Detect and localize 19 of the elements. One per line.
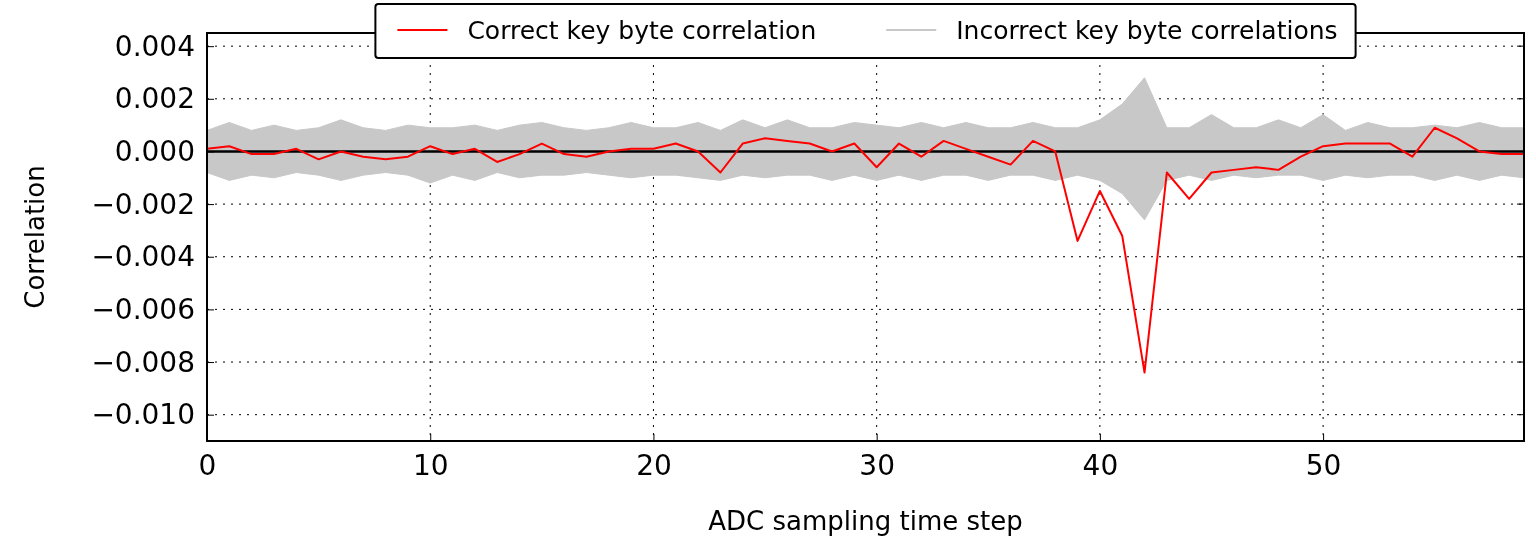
x-tick-label: 0	[198, 448, 217, 482]
legend-label: Correct key byte correlation	[467, 16, 817, 45]
y-tick-label: 0.000	[114, 134, 195, 168]
x-tick-label: 30	[859, 448, 895, 482]
x-tick-label: 50	[1305, 448, 1342, 482]
x-tick-label: 40	[1082, 448, 1119, 482]
line-series	[206, 126, 1525, 374]
y-tick-label: 0.004	[114, 29, 195, 63]
x-tick-label: 20	[636, 448, 672, 482]
x-tick-label: 10	[412, 448, 449, 482]
y-tick-label: −0.004	[91, 240, 195, 274]
y-tick-label: 0.002	[114, 82, 195, 116]
y-axis-title: Correlation	[20, 165, 50, 309]
legend-label: Incorrect key byte correlations	[956, 16, 1338, 45]
y-tick-label: −0.010	[91, 398, 195, 432]
y-tick-label: −0.008	[91, 345, 195, 379]
y-tick-label: −0.002	[91, 187, 195, 221]
y-tick-label: −0.006	[91, 292, 195, 326]
x-axis-title: ADC sampling time step	[708, 506, 1023, 536]
